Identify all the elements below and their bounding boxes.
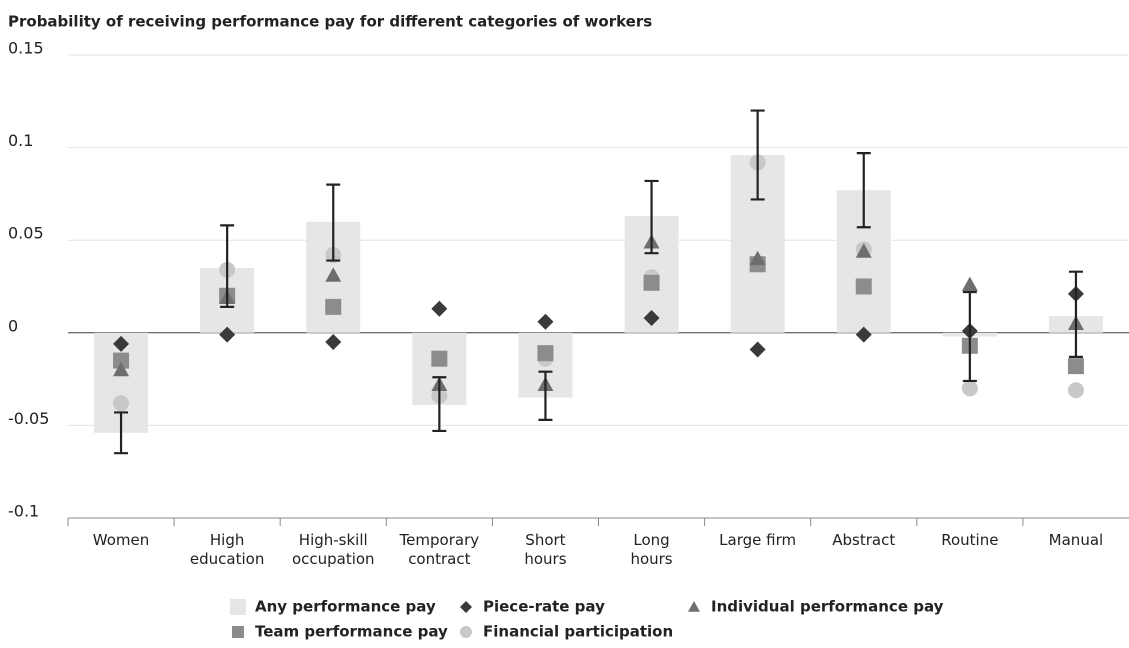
marker-diamond — [325, 334, 342, 351]
marker-diamond — [431, 300, 448, 317]
marker-square — [325, 298, 342, 315]
marker-triangle — [961, 276, 978, 292]
marker-diamond — [643, 309, 660, 326]
legend-swatch — [688, 601, 700, 612]
y-tick-label: 0 — [8, 316, 18, 335]
marker-triangle — [113, 361, 130, 377]
legend-label: Financial participation — [483, 623, 673, 641]
error-bar — [644, 179, 659, 255]
x-tick-label: Temporary contract — [399, 531, 480, 568]
marker-diamond — [749, 341, 766, 358]
marker-square — [537, 345, 554, 362]
x-tick-label: Large firm — [719, 531, 797, 549]
marker-diamond — [219, 326, 236, 343]
marker-square — [1067, 358, 1084, 375]
error-bar — [856, 152, 871, 229]
y-tick-label: -0.05 — [8, 409, 49, 428]
error-bar — [220, 224, 235, 308]
marker-circle — [113, 395, 130, 412]
x-tick-label: Short hours — [524, 531, 567, 568]
legend-swatch — [460, 601, 472, 613]
error-bar — [432, 376, 447, 433]
x-tick-label: Abstract — [832, 531, 896, 549]
x-tick-label: Long hours — [630, 531, 673, 568]
x-tick-label: High-skill occupation — [291, 531, 375, 568]
marker-triangle — [855, 243, 872, 258]
legend-swatch — [460, 626, 472, 638]
marker-square — [643, 274, 660, 291]
legend-label: Piece-rate pay — [483, 598, 605, 616]
error-bar — [114, 411, 129, 455]
marker-square — [113, 352, 130, 369]
marker-square — [431, 350, 448, 367]
error-bar — [538, 370, 553, 421]
y-tick-label: 0.15 — [8, 39, 44, 58]
error-bar — [326, 183, 341, 262]
y-tick-label: -0.1 — [8, 502, 39, 521]
y-tick-label: 0.05 — [8, 224, 44, 243]
x-tick-label: Routine — [941, 531, 999, 549]
marker-circle — [1067, 382, 1084, 399]
legend-label: Individual performance pay — [711, 598, 944, 616]
marker-diamond — [113, 335, 130, 352]
x-tick-label: High education — [189, 531, 265, 568]
legend-swatch — [232, 626, 244, 638]
marker-diamond — [855, 326, 872, 343]
chart-title: Probability of receiving performance pay… — [8, 13, 652, 31]
marker-square — [855, 278, 872, 295]
error-bar — [1068, 270, 1083, 358]
legend-label: Team performance pay — [255, 623, 448, 641]
marker-triangle — [325, 267, 342, 282]
marker-diamond — [537, 313, 554, 330]
legend-label: Any performance pay — [255, 598, 436, 616]
x-tick-label: Manual — [1048, 531, 1104, 549]
marker-triangle — [749, 250, 766, 266]
error-bar — [750, 109, 765, 201]
legend-swatch — [230, 599, 246, 615]
y-tick-label: 0.1 — [8, 131, 33, 150]
x-tick-label: Women — [92, 531, 150, 549]
error-bar — [962, 290, 977, 383]
marker-circle — [961, 380, 978, 397]
